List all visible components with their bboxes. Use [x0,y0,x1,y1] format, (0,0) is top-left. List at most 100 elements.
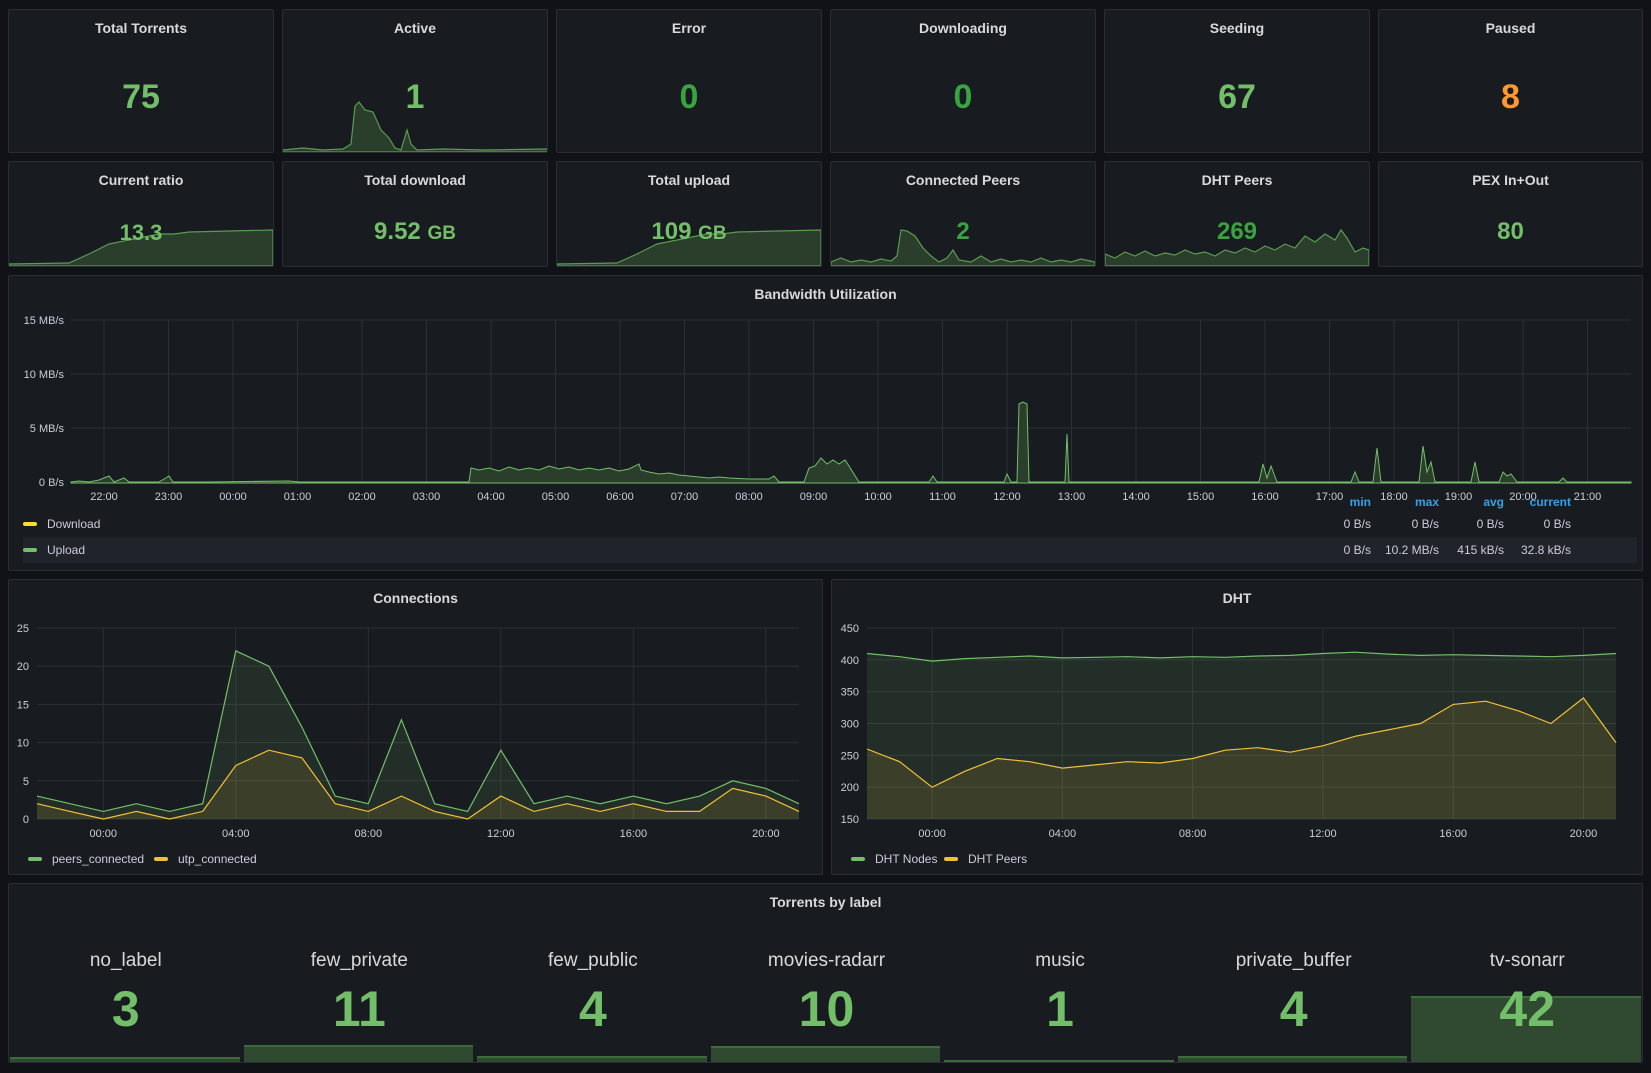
x-tick-label: 08:00 [355,828,383,840]
stat-connected-peers[interactable]: Connected Peers 2 [830,161,1096,267]
panel-title: Torrents by label [769,894,882,910]
legend-header-min: min [1349,495,1371,509]
stat-total-torrents[interactable]: Total Torrents 75 [8,9,274,153]
label-count: 42 [1499,981,1556,1037]
y-tick-label: 250 [841,750,859,762]
panel-title: Total download [364,172,466,188]
bw-x-tick: 05:00 [542,491,570,503]
bw-x-tick: 22:00 [90,491,118,503]
y-tick-label: 0 [23,814,29,826]
label-bar-tv-sonarr [1411,996,1641,1062]
panel-title: Total Torrents [94,20,188,36]
bw-x-tick: 23:00 [155,491,183,503]
stat-active[interactable]: Active 1 [282,9,548,153]
stat-error[interactable]: Error 0 [556,9,822,153]
label-bar-no_label [10,1057,240,1062]
bandwidth-panel[interactable]: Bandwidth Utilization 0 B/s 5 MB/s 10 MB/s… [8,275,1643,571]
y-tick-label: 5 [23,776,29,788]
legend-peers-connected[interactable]: peers_connected [28,852,144,866]
legend-max: 0 B/s [1411,517,1439,531]
legend-row-download[interactable]: Download 0 B/s 0 B/s 0 B/s 0 B/s [23,511,1637,537]
stat-total-upload[interactable]: Total upload 109 GB [556,161,822,267]
stat-value: 1 [405,78,425,116]
x-tick-label: 12:00 [1309,828,1337,840]
stat-current-ratio[interactable]: Current ratio 13.3 [8,161,274,267]
legend-swatch [28,857,42,861]
bw-x-tick: 10:00 [864,491,892,503]
x-tick-label: 00:00 [918,828,946,840]
label-count: 4 [1279,981,1308,1037]
series-line-DHT Peers [866,697,1617,788]
stat-number: 2 [956,218,970,245]
stat-total-download[interactable]: Total download 9.52 GB [282,161,548,267]
stat-pex[interactable]: PEX In+Out 80 [1378,161,1643,267]
x-tick-label: 04:00 [1049,828,1077,840]
stat-dht-peers[interactable]: DHT Peers 269 [1104,161,1370,267]
dht-sparkline [1105,228,1369,266]
series-area-DHT Nodes [867,652,1616,819]
bw-y-tick: 15 MB/s [24,315,65,327]
legend-name: utp_connected [178,852,257,866]
y-tick-label: 350 [841,687,859,699]
legend-avg: 415 kB/s [1457,543,1504,557]
panel-title: Paused [1485,20,1536,36]
y-tick-label: 15 [17,699,29,711]
label-count: 10 [798,981,855,1037]
series-line-utp_connected [36,749,800,820]
legend-swatch [23,548,37,552]
legend-min: 0 B/s [1343,543,1371,557]
bw-x-tick: 01:00 [284,491,312,503]
stat-value: 8 [1501,78,1520,116]
stat-number: 109 [651,218,692,245]
x-tick-label: 04:00 [222,828,250,840]
stat-downloading[interactable]: Downloading 0 [830,9,1096,153]
bw-x-tick: 16:00 [1251,491,1279,503]
connections-panel[interactable]: Connections 0 5 10 15 20 25 00:00 04:00 08:00 12:… [8,579,823,875]
legend-current: 0 B/s [1543,517,1571,531]
panel-title: DHT [1222,590,1252,606]
legend-name: peers_connected [52,852,145,866]
legend-swatch [851,857,865,861]
legend-name: DHT Peers [968,852,1028,866]
legend-header-avg: avg [1483,495,1504,509]
dht-panel[interactable]: DHT 150 200 250 300 350 400 450 00:00 04:00 08:00… [831,579,1643,875]
bw-x-tick: 14:00 [1122,491,1150,503]
label-name: few_private [310,950,408,971]
legend-dht-peers[interactable]: DHT Peers [944,852,1027,866]
stat-seeding[interactable]: Seeding 67 [1104,9,1370,153]
legend-current: 32.8 kB/s [1520,543,1571,557]
legend-row-upload[interactable]: Upload 0 B/s 10.2 MB/s 415 kB/s 32.8 kB/… [23,537,1637,563]
label-bar-movies-radarr [710,1046,941,1062]
bw-x-tick: 17:00 [1316,491,1344,503]
series-area-utp_connected [37,750,799,819]
x-tick-label: 00:00 [89,828,117,840]
bandwidth-chart: 0 B/s 5 MB/s 10 MB/s 15 MB/s 22:00 23:00 00:00… [24,315,1632,503]
bw-x-tick: 00:00 [219,491,247,503]
legend-header-max: max [1414,495,1439,509]
panel-title: Connected Peers [905,172,1021,188]
series-line-peers_connected [36,650,800,813]
bw-y-tick: 5 MB/s [30,423,65,435]
bw-y-tick: 10 MB/s [24,369,65,381]
legend-dht-nodes[interactable]: DHT Nodes [851,852,937,866]
y-tick-label: 10 [17,738,29,750]
stat-paused[interactable]: Paused 8 [1378,9,1643,153]
panel-title: DHT Peers [1201,172,1273,188]
y-tick-label: 20 [17,661,29,673]
connections-chart: 0 5 10 15 20 25 00:00 04:00 08:00 12:00 16:00 20:00 [17,623,800,840]
legend-utp-connected[interactable]: utp_connected [154,852,257,866]
bw-x-tick: 20:00 [1509,491,1537,503]
stat-value: 0 [679,78,699,116]
labels-panel[interactable]: Torrents by label no_label 3 few_private 11… [8,883,1643,1063]
panel-title: Error [671,20,707,36]
stat-value: 67 [1218,78,1256,116]
legend-swatch [154,857,168,861]
x-tick-label: 20:00 [1570,828,1598,840]
stat-unit: GB [698,223,727,244]
y-tick-label: 150 [841,814,859,826]
bw-x-tick: 04:00 [477,491,505,503]
upload-series-line [70,401,1632,484]
series-area-peers_connected [37,650,799,819]
bw-x-tick: 18:00 [1380,491,1408,503]
stat-value: 80 [1379,218,1642,246]
